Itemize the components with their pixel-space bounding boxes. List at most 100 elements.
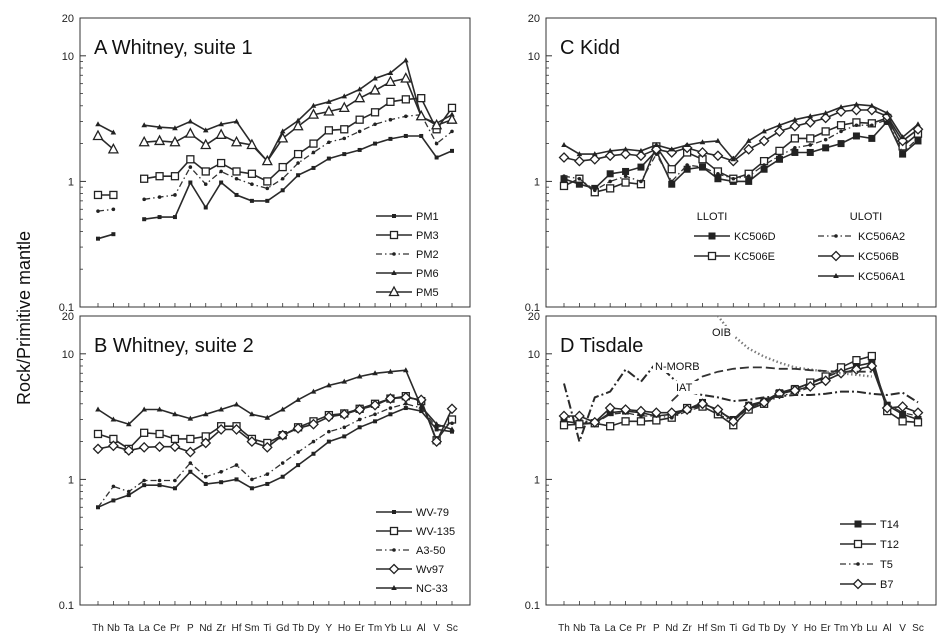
marker-PM3 bbox=[201, 167, 210, 176]
marker-KC506A2 bbox=[685, 163, 689, 167]
legend-label: KC506E bbox=[734, 251, 775, 263]
marker-PM6 bbox=[403, 57, 409, 63]
marker-KC506A2 bbox=[716, 171, 720, 176]
marker-KC506B bbox=[881, 110, 893, 122]
marker-WV-79 bbox=[388, 412, 393, 417]
y-tick-label: 0.1 bbox=[59, 302, 74, 314]
marker-A3-50 bbox=[219, 469, 223, 474]
marker-Wv97 bbox=[231, 424, 242, 435]
x-tick-label: Er bbox=[355, 623, 366, 634]
annotation-label: OIB bbox=[712, 327, 731, 339]
marker-KC506A2 bbox=[793, 146, 797, 150]
series-line-PM5 bbox=[97, 77, 453, 163]
marker-PM6 bbox=[202, 127, 209, 133]
marker-KC506A2 bbox=[608, 179, 612, 184]
marker-WV-79 bbox=[296, 463, 301, 468]
marker-WV-79 bbox=[265, 481, 270, 486]
x-tick-label: Tm bbox=[368, 623, 382, 634]
marker-KC506B bbox=[835, 106, 847, 117]
series-line-PM1 bbox=[97, 135, 453, 240]
x-tick-label: Er bbox=[821, 623, 832, 634]
x-tick-label: Tm bbox=[834, 623, 848, 634]
marker-PM1 bbox=[280, 188, 285, 193]
marker-Wv97 bbox=[385, 393, 396, 405]
marker-NC-33 bbox=[233, 401, 240, 407]
marker-B7 bbox=[681, 404, 693, 415]
panel-title: B Whitney, suite 2 bbox=[94, 335, 254, 357]
x-tick-label: Gd bbox=[276, 623, 289, 634]
marker-A3-50 bbox=[234, 463, 239, 467]
panel-B: 0.1 1 10 20 Th Nb Ta La Ce Pr P Nd Zr Hf Sm Ti Gd Tb Dy Y Ho… bbox=[59, 311, 471, 634]
marker-PM1 bbox=[450, 148, 454, 153]
marker-PM5 bbox=[323, 105, 335, 116]
marker-KC506A2 bbox=[823, 137, 828, 142]
marker-B7 bbox=[650, 407, 662, 419]
x-tick-label: Pr bbox=[636, 623, 647, 634]
marker-KC506A2 bbox=[700, 165, 705, 169]
x-tick-label: Tb bbox=[292, 623, 304, 634]
marker-B7 bbox=[589, 416, 601, 428]
marker-A3-50 bbox=[357, 417, 362, 422]
x-tick-label: Ti bbox=[263, 623, 271, 634]
marker-T5 bbox=[856, 562, 860, 566]
series-line-NC-33 bbox=[97, 369, 453, 431]
y-tick-label: 0.1 bbox=[525, 302, 540, 314]
marker-PM2 bbox=[280, 176, 285, 181]
marker-KC506A1 bbox=[638, 147, 644, 153]
marker-KC506A1 bbox=[884, 110, 891, 116]
marker-PM1 bbox=[434, 155, 439, 160]
marker-Wv97 bbox=[292, 422, 304, 434]
marker-B7 bbox=[712, 404, 724, 415]
marker-KC506B bbox=[758, 135, 770, 147]
marker-PM5 bbox=[200, 138, 212, 150]
marker-KC506A2 bbox=[639, 179, 643, 184]
marker-WV-79 bbox=[434, 427, 439, 432]
marker-A3-50 bbox=[126, 489, 131, 494]
marker-Wv97 bbox=[388, 563, 400, 575]
legend-label: A3-50 bbox=[416, 545, 445, 557]
marker-A3-50 bbox=[111, 484, 116, 489]
legend-group-title: ULOTI bbox=[850, 211, 882, 223]
x-tick-label: Hf bbox=[698, 623, 708, 634]
marker-PM2 bbox=[219, 169, 223, 174]
marker-PM3 bbox=[401, 95, 410, 104]
marker-KC506B bbox=[712, 150, 724, 162]
marker-PM3 bbox=[186, 155, 195, 164]
marker-WV-79 bbox=[403, 406, 408, 411]
marker-PM3 bbox=[324, 126, 334, 135]
y-tick-label: 20 bbox=[62, 13, 74, 25]
marker-A3-50 bbox=[392, 548, 396, 552]
marker-B7 bbox=[897, 401, 909, 413]
marker-A3-50 bbox=[96, 505, 100, 510]
marker-KC506A1 bbox=[853, 101, 860, 107]
marker-WV-79 bbox=[342, 434, 347, 439]
x-tick-label: V bbox=[433, 623, 440, 634]
marker-KC506A1 bbox=[807, 113, 814, 119]
marker-B7 bbox=[558, 410, 570, 422]
marker-PM2 bbox=[342, 136, 347, 141]
panel-frame bbox=[79, 315, 471, 606]
marker-KC506B bbox=[573, 155, 585, 167]
marker-PM3 bbox=[417, 94, 426, 103]
marker-Wv97 bbox=[446, 403, 458, 415]
marker-T5 bbox=[608, 412, 612, 417]
legend-label: NC-33 bbox=[416, 583, 448, 595]
marker-WV-79 bbox=[126, 493, 131, 498]
x-tick-label: Hf bbox=[232, 623, 242, 634]
marker-WV-79 bbox=[280, 474, 285, 479]
marker-PM2 bbox=[388, 117, 393, 122]
marker-PM5 bbox=[384, 75, 397, 87]
marker-PM5 bbox=[169, 135, 181, 147]
marker-KC506A1 bbox=[622, 146, 629, 152]
x-tick-label: Sc bbox=[446, 623, 458, 634]
y-tick-label: 10 bbox=[62, 51, 74, 63]
marker-KC506E bbox=[621, 178, 630, 187]
marker-NC-33 bbox=[156, 406, 163, 412]
marker-B7 bbox=[697, 398, 708, 410]
marker-PM1 bbox=[403, 133, 408, 138]
marker-Wv97 bbox=[338, 408, 350, 420]
marker-KC506E bbox=[836, 121, 846, 130]
marker-WV-135 bbox=[155, 429, 164, 439]
